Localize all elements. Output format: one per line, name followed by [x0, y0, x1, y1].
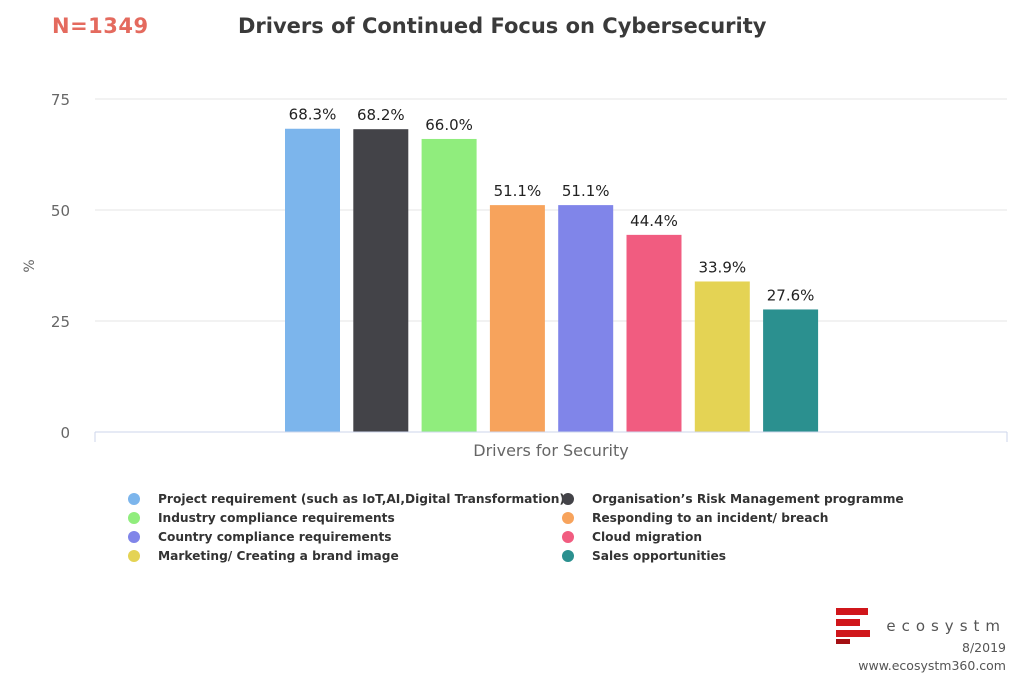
bar[interactable] [626, 234, 682, 432]
data-labels: 68.3% 68.2% 66.0% 51.1% 51.1% 44.4% 33.9% 27.6% [289, 106, 815, 305]
legend-label: Organisation’s Risk Management programme [592, 491, 904, 506]
x-axis-label: Drivers for Security [473, 441, 628, 460]
legend-item[interactable]: Sales opportunities [562, 547, 922, 564]
bar-data-label: 27.6% [767, 286, 815, 304]
legend-item[interactable]: Organisation’s Risk Management programme [562, 490, 922, 507]
chart-title: Drivers of Continued Focus on Cybersecur… [238, 14, 767, 38]
bar-data-label: 68.2% [357, 106, 405, 124]
legend-color-dot [562, 530, 574, 543]
gridlines [95, 98, 1007, 322]
legend-item[interactable]: Responding to an incident/ breach [562, 509, 922, 526]
y-axis-ticks: 0 25 50 75 [51, 91, 70, 442]
legend-label: Sales opportunities [592, 548, 727, 563]
legend-item[interactable]: Project requirement (such as IoT,AI,Digi… [128, 490, 566, 507]
bar-data-label: 51.1% [494, 182, 542, 200]
y-tick-label: 75 [51, 91, 70, 109]
legend-label: Industry compliance requirements [158, 510, 395, 525]
brand-name: ecosystm [886, 617, 1006, 635]
chart-legend: Project requirement (such as IoT,AI,Digi… [128, 490, 928, 564]
legend-label: Country compliance requirements [158, 529, 392, 544]
bar[interactable] [489, 205, 545, 432]
y-tick-label: 0 [60, 424, 70, 442]
y-axis-label: % [22, 259, 38, 272]
legend-color-dot [128, 530, 140, 543]
brand-block: ecosystm 8/2019 www.ecosystm360.com [836, 606, 1006, 673]
sample-size-label: N=1349 [52, 14, 149, 38]
y-tick-label: 50 [51, 202, 70, 220]
bars [285, 128, 819, 433]
legend-color-dot [128, 511, 140, 524]
bar[interactable] [763, 309, 819, 432]
legend-label: Responding to an incident/ breach [592, 510, 829, 525]
bar-data-label: 66.0% [425, 116, 473, 134]
legend-item[interactable]: Marketing/ Creating a brand image [128, 547, 562, 564]
legend-color-dot [562, 511, 574, 524]
report-date: 8/2019 [962, 640, 1006, 655]
legend-color-dot [128, 492, 140, 505]
bar[interactable] [558, 205, 614, 432]
bar[interactable] [353, 129, 409, 432]
legend-item[interactable]: Industry compliance requirements [128, 509, 562, 526]
legend-label: Cloud migration [592, 529, 703, 544]
legend-color-dot [562, 492, 574, 505]
legend-label: Marketing/ Creating a brand image [158, 548, 399, 563]
legend-color-dot [128, 549, 140, 562]
brand-url[interactable]: www.ecosystm360.com [858, 658, 1006, 673]
bar-data-label: 68.3% [289, 106, 337, 124]
bar[interactable] [694, 281, 750, 432]
bar-data-label: 51.1% [562, 182, 610, 200]
legend-item[interactable]: Country compliance requirements [128, 528, 562, 545]
bar[interactable] [421, 138, 477, 432]
legend-item[interactable]: Cloud migration [562, 528, 922, 545]
y-tick-label: 25 [51, 313, 70, 331]
ecosystm-logo-icon [836, 608, 871, 644]
legend-color-dot [562, 549, 574, 562]
bar-chart: 0 25 50 75 % 68.3% 68.2% 66.0% 51.1% 51.1% 44.4%… [22, 91, 1008, 460]
bar[interactable] [285, 128, 340, 433]
legend-label: Project requirement (such as IoT,AI,Digi… [158, 491, 566, 506]
bar-data-label: 44.4% [630, 212, 678, 230]
bar-data-label: 33.9% [698, 258, 746, 276]
